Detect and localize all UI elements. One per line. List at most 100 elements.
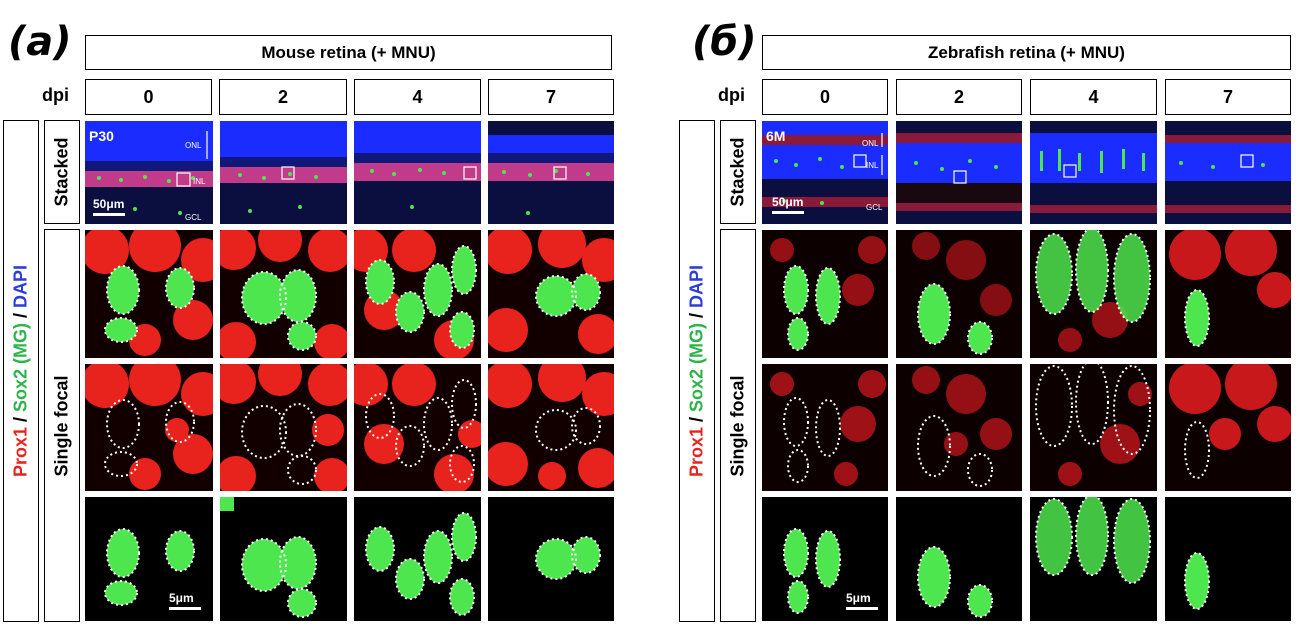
stain-dapi: DAPI [686, 264, 707, 308]
panel-a-green-0: 5μm [85, 497, 213, 621]
panel-b-dpi-label: dpi [718, 85, 745, 105]
panel-b-green-2 [896, 497, 1022, 621]
panel-b-red-2 [896, 364, 1022, 491]
confocal-green-image [1165, 497, 1291, 621]
panel-a-age-tag: P30 [89, 128, 114, 144]
confocal-merged-image [762, 230, 888, 358]
retina-section-image [85, 121, 213, 224]
panel-b-stacked-2 [896, 121, 1022, 224]
panel-a-green-7 [488, 497, 614, 621]
panel-letter-a: (a) [8, 19, 72, 65]
confocal-red-image [762, 364, 888, 491]
panel-a-red-0 [85, 364, 213, 491]
retina-section-image [1165, 121, 1291, 224]
retina-section-image [488, 121, 614, 224]
panel-a-red-7 [488, 364, 614, 491]
confocal-merged-image [1030, 230, 1157, 358]
panel-b-inl-tag: INL [866, 161, 879, 170]
panel-b-merged-2 [896, 230, 1022, 358]
panel-b-stacked-7 [1165, 121, 1291, 224]
panel-a-dpi-0: 0 [85, 79, 212, 115]
panel-b-single-text: Single focal [727, 374, 748, 477]
panel-a-merged-2 [220, 230, 347, 358]
panel-b-green-0: 5μm [762, 497, 888, 621]
confocal-merged-image [1165, 230, 1291, 358]
confocal-red-image [1030, 364, 1157, 491]
panel-a-stacked-scale-bar [93, 213, 125, 216]
panel-letter-b: (б) [692, 19, 757, 65]
panel-b-dpi-0: 0 [762, 79, 888, 115]
panel-b-stain-legend: Prox1 / Sox2 (MG) / DAPI [679, 120, 715, 622]
panel-a-green-4 [354, 497, 481, 621]
confocal-merged-image [220, 230, 347, 358]
panel-b-green-7 [1165, 497, 1291, 621]
panel-a-row-label-single: Single focal [44, 229, 80, 622]
confocal-red-image [220, 364, 347, 491]
retina-section-image [1030, 121, 1157, 224]
stain-prox1: Prox1 [10, 427, 31, 478]
panel-a-stacked-scale-label: 50μm [93, 197, 125, 211]
stain-sep-1: / [10, 412, 31, 428]
panel-b-green-4 [1030, 497, 1157, 621]
panel-a-dpi-4: 4 [354, 79, 481, 115]
panel-b-stacked-scale-label: 50μm [772, 195, 804, 209]
panel-b-dpi-4: 4 [1030, 79, 1157, 115]
confocal-green-image [85, 497, 213, 621]
panel-b-title: Zebrafish retina (+ MNU) [762, 35, 1291, 70]
panel-a-inl-tag: INL [193, 177, 206, 186]
panel-a-red-2 [220, 364, 347, 491]
stain-sep-2: / [10, 307, 31, 323]
panel-b-red-4 [1030, 364, 1157, 491]
panel-b-age-tag: 6M [766, 128, 786, 144]
panel-b-stacked-0: 6M ONL INL GCL 50μm [762, 121, 888, 224]
panel-a-merged-4 [354, 230, 481, 358]
retina-section-image [896, 121, 1022, 224]
confocal-green-image [354, 497, 481, 621]
panel-a-dpi-7: 7 [488, 79, 614, 115]
panel-b-stacked-4 [1030, 121, 1157, 224]
confocal-green-image [1030, 497, 1157, 621]
panel-a-dpi-2: 2 [219, 79, 347, 115]
panel-b-gcl-tag: GCL [866, 203, 883, 212]
confocal-red-image [354, 364, 481, 491]
confocal-red-image [85, 364, 213, 491]
panel-a-merged-7 [488, 230, 614, 358]
panel-a-title: Mouse retina (+ MNU) [85, 35, 612, 70]
panel-a-dpi-label: dpi [42, 85, 69, 105]
confocal-merged-image [488, 230, 614, 358]
stain-sep-2: / [686, 307, 707, 323]
stain-sep-1: / [686, 412, 707, 428]
confocal-merged-image [354, 230, 481, 358]
panel-b-stacked-text: Stacked [727, 137, 748, 207]
panel-a-stain-legend: Prox1 / Sox2 (MG) / DAPI [3, 120, 39, 622]
panel-a-onl-tag: ONL [185, 141, 202, 150]
stain-prox1: Prox1 [686, 427, 707, 478]
confocal-red-image [488, 364, 614, 491]
panel-a-stacked-0: P30 ONL INL GCL 50μm [85, 121, 213, 224]
panel-b-merged-0 [762, 230, 888, 358]
panel-b-onl-tag: ONL [862, 139, 879, 148]
confocal-merged-image [85, 230, 213, 358]
confocal-green-image [220, 497, 347, 621]
panel-b-row-label-stacked: Stacked [720, 120, 756, 224]
panel-a-stain-text: Prox1 / Sox2 (MG) / DAPI [11, 265, 32, 477]
confocal-red-image [896, 364, 1022, 491]
confocal-red-image [1165, 364, 1291, 491]
retina-section-image [762, 121, 888, 224]
retina-section-image [220, 121, 347, 224]
panel-a-green-2 [220, 497, 347, 621]
confocal-green-image [762, 497, 888, 621]
panel-a-single-scale-bar [169, 607, 201, 610]
panel-a-stacked-4 [354, 121, 481, 224]
stain-sox2: Sox2 (MG) [10, 322, 31, 412]
stain-sox2: Sox2 (MG) [686, 322, 707, 412]
panel-b-dpi-2: 2 [896, 79, 1022, 115]
panel-a-red-4 [354, 364, 481, 491]
panel-a-single-text: Single focal [51, 374, 72, 477]
confocal-green-image [488, 497, 614, 621]
panel-a-gcl-tag: GCL [185, 213, 202, 222]
panel-b-row-label-single: Single focal [720, 229, 756, 622]
stain-dapi: DAPI [10, 264, 31, 308]
panel-a-stacked-7 [488, 121, 614, 224]
panel-b-red-0 [762, 364, 888, 491]
